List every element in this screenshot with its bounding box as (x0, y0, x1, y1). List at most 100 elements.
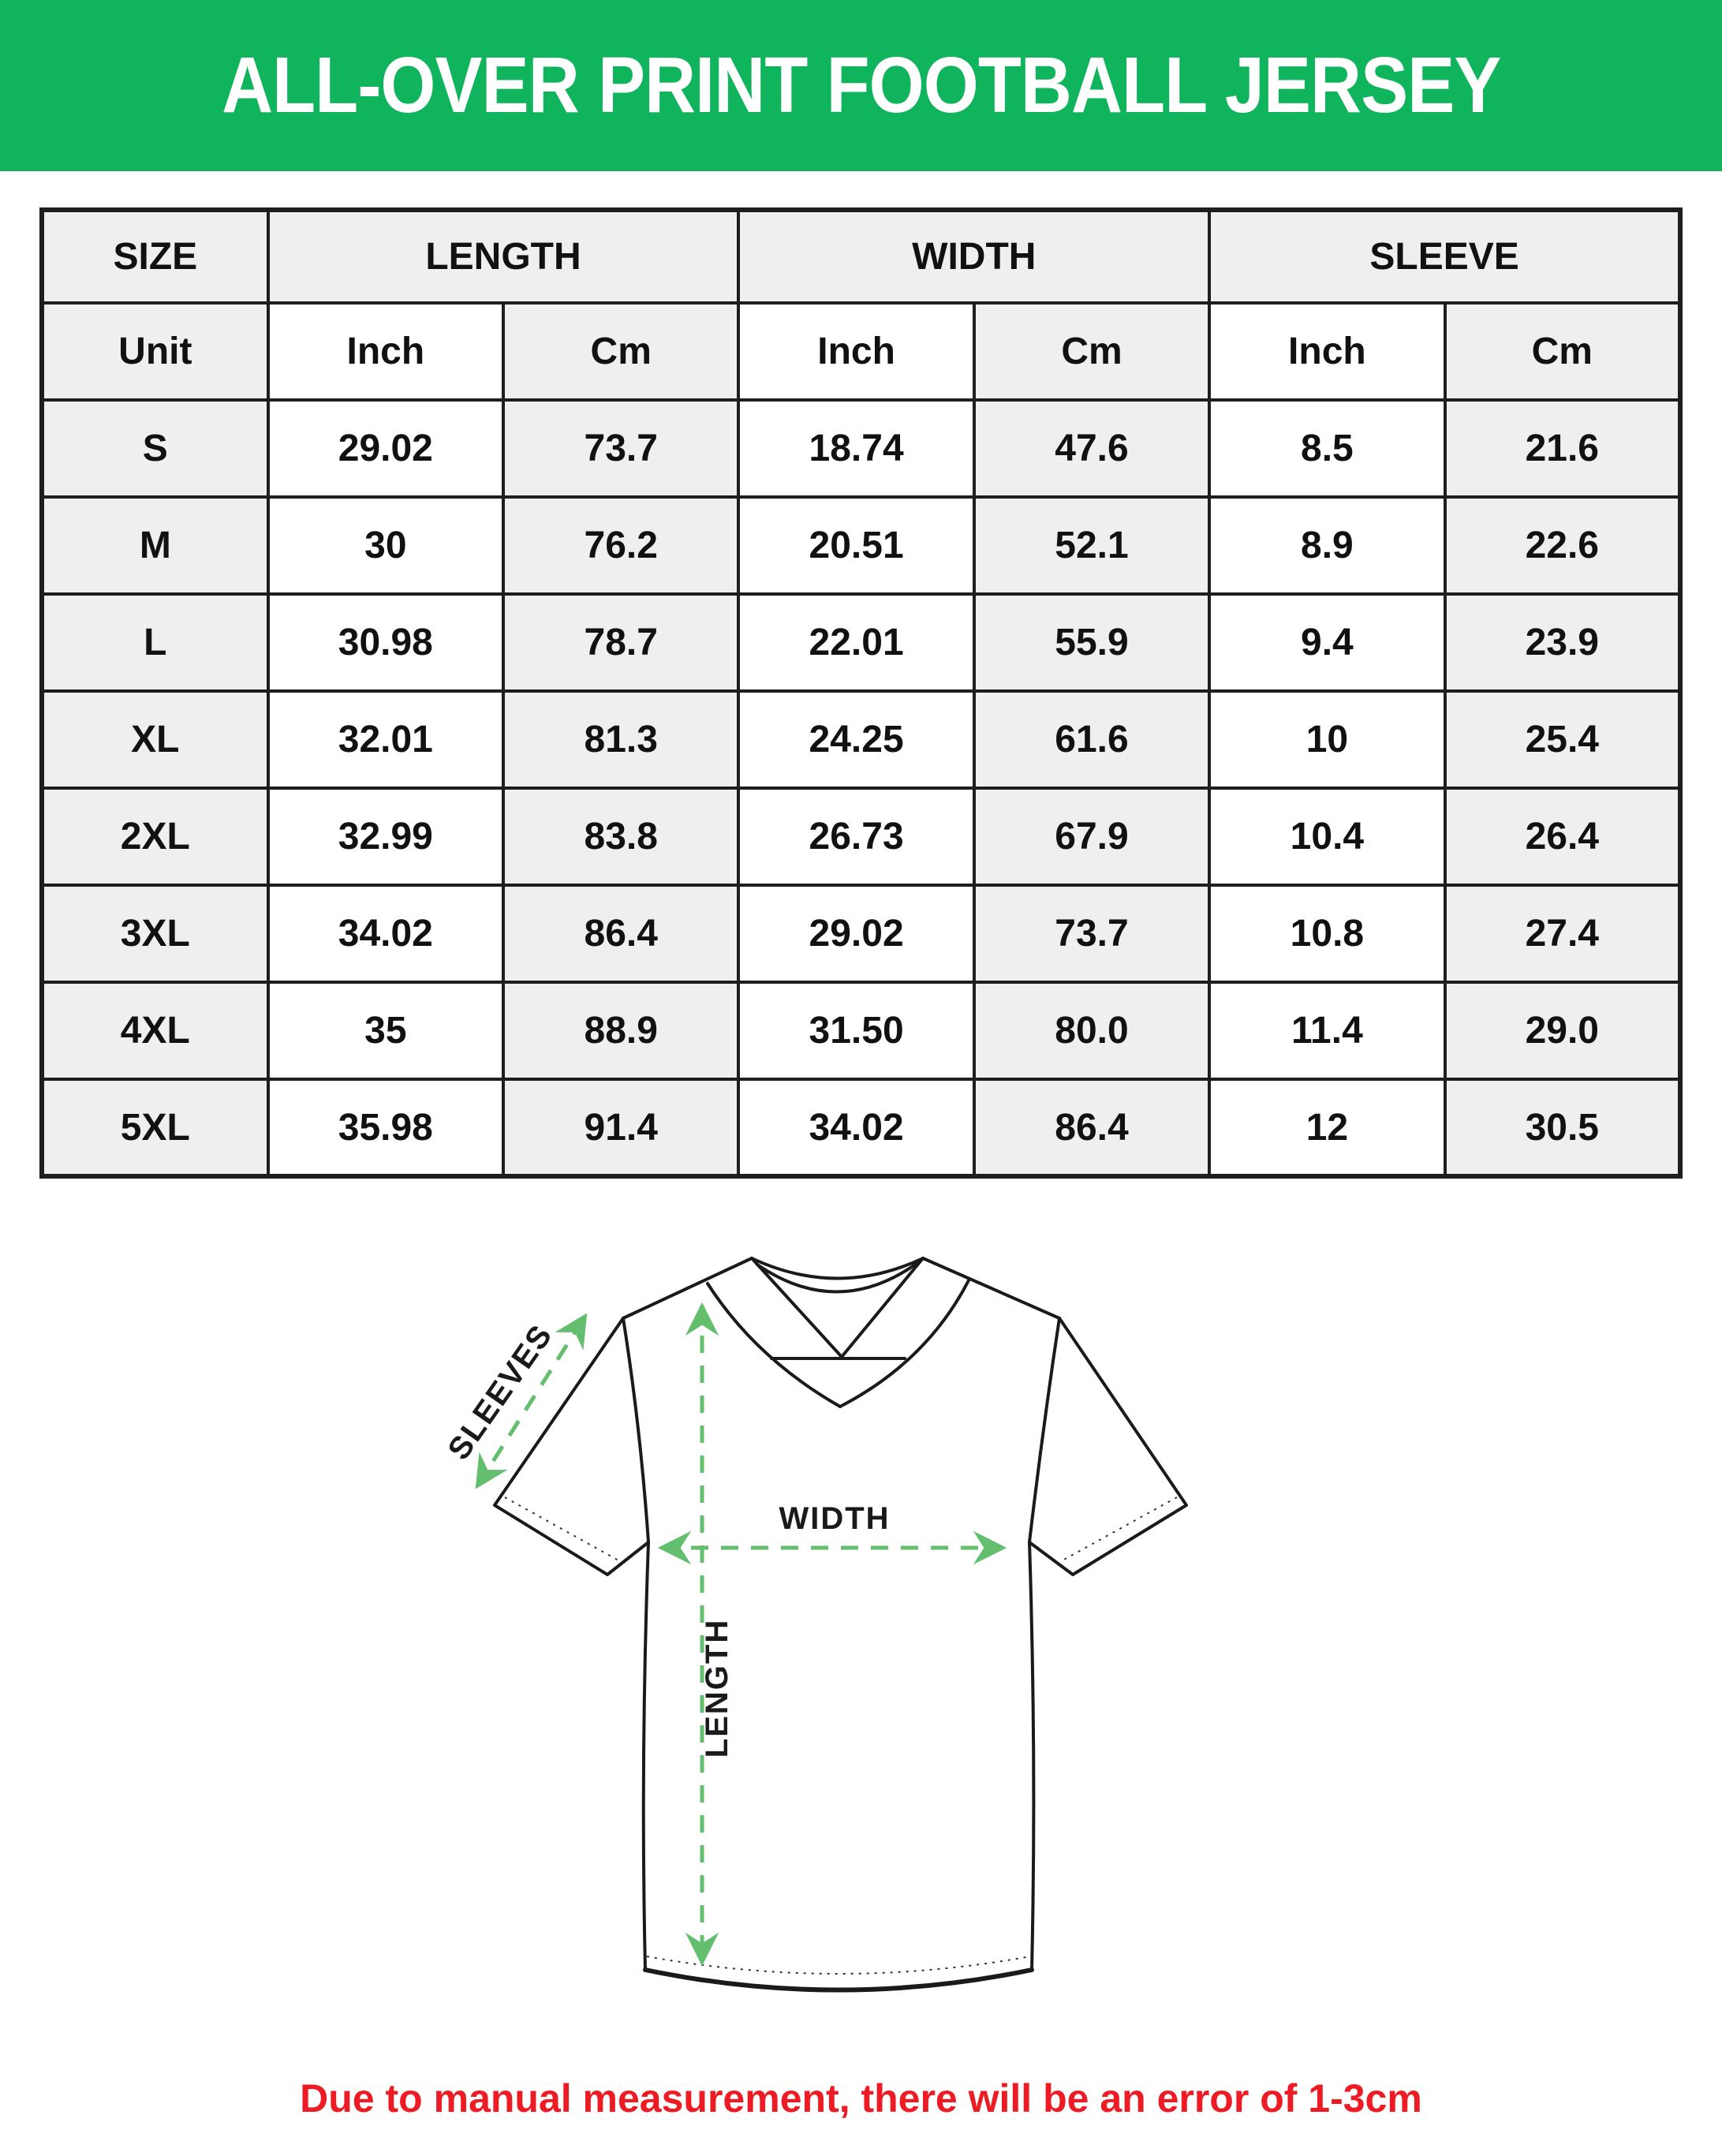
measurement-cell: 73.7 (502, 398, 741, 499)
measurement-cell: 88.9 (502, 981, 741, 1081)
measurement-cell: 20.51 (737, 495, 976, 596)
measurement-cell: 29.02 (266, 398, 506, 499)
size-cell: XL (40, 689, 270, 790)
left-cuff-stitch (504, 1496, 619, 1561)
left-shoulder-line (622, 1257, 753, 1320)
column-group-header: WIDTH (737, 208, 1212, 305)
collar-band-outer (750, 1257, 925, 1280)
measurement-cell: 29.0 (1443, 981, 1683, 1081)
measurement-cell: 91.4 (502, 1078, 741, 1178)
table-row: L 30.98 78.7 22.01 55.9 9.4 23.9 (40, 592, 1683, 693)
neckline-right (839, 1279, 970, 1408)
measurement-cell: 86.4 (972, 1078, 1212, 1178)
measurement-cell: 30 (266, 495, 506, 596)
bottom-hem (643, 1967, 1034, 1993)
measurement-cell: 67.9 (972, 787, 1212, 887)
measurement-cell: 32.99 (266, 787, 506, 887)
size-cell: 2XL (40, 787, 270, 887)
column-group-header: SIZE (40, 208, 270, 305)
table-row: 5XL 35.98 91.4 34.02 86.4 12 30.5 (40, 1078, 1683, 1178)
right-shoulder-line (921, 1257, 1061, 1320)
sleeves-label: SLEEVES (441, 1318, 559, 1467)
width-label: WIDTH (779, 1501, 890, 1536)
unit-header-cell: Cm (972, 301, 1212, 402)
measurement-cell: 86.4 (502, 884, 741, 984)
neckline-left (706, 1282, 842, 1408)
size-cell: 5XL (40, 1078, 270, 1178)
measurement-cell: 10.4 (1208, 787, 1447, 887)
size-cell: 4XL (40, 981, 270, 1081)
right-sleeve (1028, 1317, 1188, 1576)
collar-v-inner (750, 1257, 925, 1358)
measurement-cell: 22.01 (737, 592, 976, 693)
measurement-cell: 24.25 (737, 689, 976, 790)
measurement-annotations: SLEEVES WIDTH LENGTH (441, 1302, 1007, 1967)
table-row: XL 32.01 81.3 24.25 61.6 10 25.4 (40, 689, 1683, 790)
measurement-cell: 31.50 (737, 981, 976, 1081)
table-row: 2XL 32.99 83.8 26.73 67.9 10.4 26.4 (40, 787, 1683, 887)
measurement-cell: 80.0 (972, 981, 1212, 1081)
measurement-cell: 30.5 (1443, 1078, 1683, 1178)
measurement-disclaimer: Due to manual measurement, there will be… (300, 2076, 1422, 2121)
measurement-cell: 30.98 (266, 592, 506, 693)
sleeves-arrow (475, 1313, 588, 1489)
measurement-cell: 12 (1208, 1078, 1447, 1178)
measurement-cell: 10.8 (1208, 884, 1447, 984)
measurement-cell: 25.4 (1443, 689, 1683, 790)
measurement-cell: 35.98 (266, 1078, 506, 1178)
unit-header-cell: Inch (1208, 301, 1447, 402)
measurement-cell: 26.73 (737, 787, 976, 887)
measurement-cell: 29.02 (737, 884, 976, 984)
measurement-cell: 55.9 (972, 592, 1212, 693)
size-cell: 3XL (40, 884, 270, 984)
table-row: 4XL 35 88.9 31.50 80.0 11.4 29.0 (40, 981, 1683, 1081)
measurement-cell: 10 (1208, 689, 1447, 790)
size-cell: M (40, 495, 270, 596)
size-table-body: S 29.02 73.7 18.74 47.6 8.5 21.6 M 30 76.2 20.51 52… (40, 398, 1683, 1178)
header-group-row: SIZE LENGTH WIDTH SLEEVE (40, 208, 1682, 305)
title-banner: ALL-OVER PRINT FOOTBALL JERSEY (0, 0, 1722, 171)
unit-header-cell: Cm (1443, 301, 1683, 402)
right-armhole (1028, 1317, 1061, 1544)
hem-stitch (646, 1956, 1031, 1975)
unit-header-cell: Inch (737, 301, 976, 402)
measurement-cell: 9.4 (1208, 592, 1447, 693)
left-armhole (622, 1317, 650, 1544)
measurement-cell: 81.3 (502, 689, 741, 790)
measurement-cell: 78.7 (502, 592, 741, 693)
measurement-cell: 52.1 (972, 495, 1212, 596)
measurement-cell: 34.02 (737, 1078, 976, 1178)
page-title: ALL-OVER PRINT FOOTBALL JERSEY (221, 41, 1501, 129)
column-group-header: LENGTH (266, 208, 741, 305)
size-chart-section: SIZE LENGTH WIDTH SLEEVE Unit Inch Cm Inch Cm In… (39, 207, 1683, 1179)
measurement-cell: 34.02 (266, 884, 506, 984)
size-chart-table: SIZE LENGTH WIDTH SLEEVE Unit Inch Cm Inch Cm In… (39, 207, 1683, 1179)
unit-header-cell: Cm (502, 301, 741, 402)
collar-band-inner (756, 1261, 919, 1294)
unit-header-cell: Inch (266, 301, 506, 402)
table-row: M 30 76.2 20.51 52.1 8.9 22.6 (40, 495, 1683, 596)
measurement-cell: 11.4 (1208, 981, 1447, 1081)
measurement-cell: 18.74 (737, 398, 976, 499)
length-label: LENGTH (700, 1619, 734, 1758)
measurement-cell: 27.4 (1443, 884, 1683, 984)
body-right-seam (1028, 1541, 1036, 1971)
measurement-cell: 22.6 (1443, 495, 1683, 596)
size-cell: L (40, 592, 270, 693)
measurement-cell: 61.6 (972, 689, 1212, 790)
measurement-cell: 76.2 (502, 495, 741, 596)
table-row: 3XL 34.02 86.4 29.02 73.7 10.8 27.4 (40, 884, 1683, 984)
body-left-seam (641, 1541, 650, 1971)
measurement-cell: 47.6 (972, 398, 1212, 499)
unit-header-cell: Unit (40, 301, 270, 402)
measurement-cell: 73.7 (972, 884, 1212, 984)
measurement-cell: 83.8 (502, 787, 741, 887)
measurement-cell: 8.5 (1208, 398, 1447, 499)
size-cell: S (40, 398, 270, 499)
measurement-cell: 32.01 (266, 689, 506, 790)
measurement-cell: 23.9 (1443, 592, 1683, 693)
right-cuff-stitch (1062, 1496, 1178, 1561)
header-unit-row: Unit Inch Cm Inch Cm Inch Cm (40, 301, 1683, 402)
jersey-outline (493, 1257, 1188, 1993)
measurement-cell: 35 (266, 981, 506, 1081)
